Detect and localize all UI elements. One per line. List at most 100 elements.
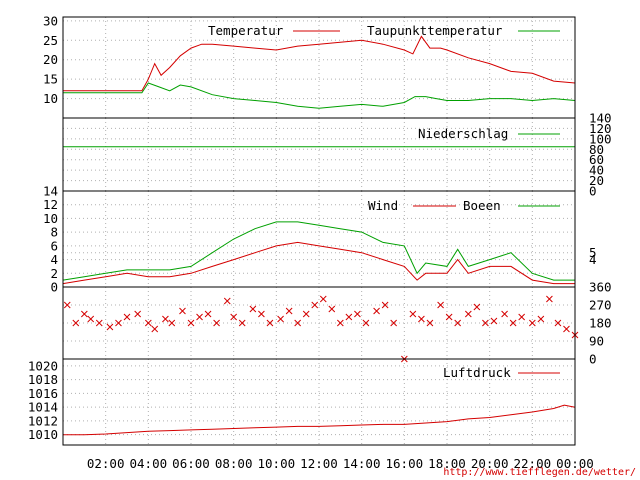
wind-direction-point: [409, 310, 417, 318]
y-tick-label-left: 20: [43, 52, 58, 67]
y-tick-label-right: 120: [589, 121, 612, 136]
wind-direction-point: [319, 295, 327, 303]
wind-direction-point: [509, 319, 517, 327]
y-tick-label-left: 1016: [28, 386, 58, 401]
series-line-boeen: [62, 221, 575, 281]
series-line-wind: [62, 241, 575, 285]
wind-direction-point: [418, 315, 425, 323]
legend-label: Boeen: [463, 198, 501, 213]
y-tick-label-left: 1020: [28, 358, 58, 373]
wind-direction-point: [354, 310, 361, 318]
y-tick-label-left: 0: [50, 280, 58, 295]
x-tick-label: 08:00: [215, 456, 253, 471]
wind-direction-point: [528, 319, 536, 327]
wind-direction-point: [249, 305, 257, 313]
wind-direction-point: [230, 313, 238, 321]
wind-direction-point: [196, 313, 203, 321]
wind-direction-point: [87, 315, 95, 323]
wind-direction-point: [426, 319, 434, 327]
wind-direction-point: [285, 307, 293, 315]
wind-direction-point: [213, 319, 220, 327]
legend-label: Temperatur: [208, 23, 284, 38]
legend-label: Wind: [368, 198, 398, 213]
x-tick-label: 06:00: [172, 456, 210, 471]
wind-direction-point: [302, 310, 310, 318]
wind-direction-point: [204, 310, 212, 318]
wind-direction-point: [362, 319, 370, 327]
wind-direction-point: [518, 313, 526, 321]
wind-direction-point: [328, 305, 336, 313]
wind-direction-point: [437, 301, 444, 309]
x-tick-label: 22:00: [514, 456, 552, 471]
y-tick-label-right: 90: [589, 334, 604, 349]
wind-direction-point: [537, 315, 545, 323]
y-tick-label-left: 1010: [28, 427, 58, 442]
wind-direction-point: [294, 319, 302, 327]
x-tick-label: 20:00: [471, 456, 509, 471]
y-tick-label-right: 80: [589, 142, 604, 157]
x-tick-label: 18:00: [428, 456, 466, 471]
wind-direction-point: [381, 301, 389, 309]
wind-direction-point: [490, 317, 498, 325]
wind-direction-point: [501, 310, 508, 318]
y-tick-label-right: 140: [589, 111, 612, 126]
wind-direction-point: [563, 325, 570, 333]
y-tick-label-right: 180: [589, 316, 612, 331]
wind-direction-point: [345, 313, 353, 321]
grid-layer: [63, 17, 575, 445]
y-tick-label-right: 60: [589, 152, 604, 167]
wind-direction-point: [373, 307, 380, 315]
wind-direction-point: [546, 295, 553, 303]
wind-direction-point: [151, 325, 159, 333]
series-line-luftdruck: [63, 404, 576, 436]
wind-direction-point: [162, 315, 169, 323]
panel-pressure-frame: [62, 358, 576, 446]
legend-layer: Temperatur Taupunkttemperatur Niederschlag…: [208, 23, 560, 380]
x-tick-label: 10:00: [258, 456, 296, 471]
y-tick-label-left: 15: [43, 72, 58, 87]
x-tick-label: 12:00: [300, 456, 338, 471]
y-tick-label-right: 270: [589, 298, 612, 313]
wind-direction-point: [179, 307, 186, 315]
wind-direction-point: [63, 301, 71, 309]
y-tick-label-right: 360: [589, 280, 612, 295]
y-tick-label-left: 2: [50, 266, 58, 281]
wind-direction-point: [72, 319, 80, 327]
y-tick-label-left: 8: [50, 225, 58, 240]
wind-direction-point: [266, 319, 274, 327]
wind-direction-point: [115, 319, 122, 327]
x-tick-label: 00:00: [556, 456, 594, 471]
wind-direction-point: [336, 319, 344, 327]
wind-direction-point: [454, 319, 462, 327]
wind-direction-point: [134, 310, 142, 318]
y-tick-label-left: 1012: [28, 413, 58, 428]
series-line-temperatur: [63, 35, 576, 92]
y-tick-label-left: 30: [43, 13, 58, 28]
wind-direction-point: [258, 310, 265, 318]
y-tick-label-right: 5: [589, 245, 597, 260]
y-tick-label-right: 100: [589, 131, 612, 146]
y-tick-label-right: 40: [589, 163, 604, 178]
tick-label-layer: 1015202530020406080100120140024681012144…: [28, 13, 612, 471]
x-tick-label: 02:00: [87, 456, 125, 471]
x-tick-label: 14:00: [343, 456, 381, 471]
wind-direction-point: [473, 303, 481, 311]
y-tick-label-left: 1018: [28, 372, 58, 387]
wind-direction-point: [554, 319, 562, 327]
legend-label: Niederschlag: [418, 126, 508, 141]
y-tick-label-right: 0: [589, 352, 597, 367]
wind-direction-point: [445, 313, 453, 321]
legend-label: Taupunkttemperatur: [367, 23, 503, 38]
wind-direction-point: [223, 297, 231, 305]
wind-direction-point: [464, 310, 472, 318]
legend-label: Luftdruck: [443, 365, 511, 380]
y-tick-label-left: 25: [43, 33, 58, 48]
wind-direction-point: [390, 319, 398, 327]
wind-direction-point: [80, 310, 88, 318]
credit-url[interactable]: http://www.tiefflegen.de/wetter/: [443, 467, 636, 478]
wind-direction-point: [95, 319, 103, 327]
y-tick-label-left: 12: [43, 197, 58, 212]
y-tick-label-right: 20: [589, 173, 604, 188]
wind-direction-point: [238, 319, 246, 327]
